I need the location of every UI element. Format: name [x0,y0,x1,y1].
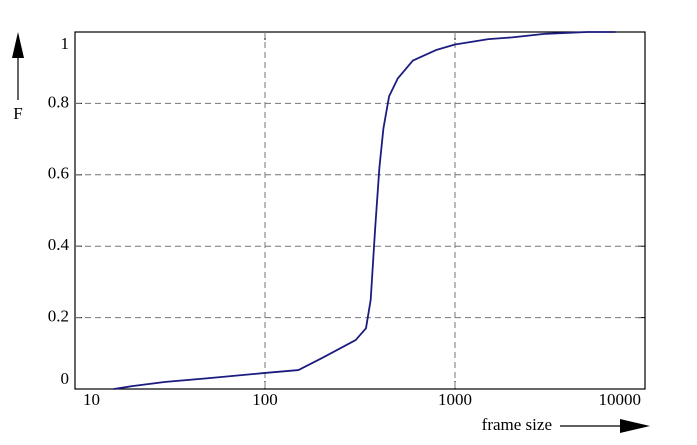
x-tick-label: 10 [83,390,100,409]
x-arrow-head [620,419,650,433]
y-tick-label: 0.4 [48,235,70,254]
y-tick-label: 0.2 [48,307,69,326]
x-tick-label: 100 [252,390,278,409]
y-axis-label: F [13,104,22,123]
plot-frame [74,31,646,390]
y-arrow-head [12,32,24,58]
y-tick-label: 0.6 [48,164,69,183]
x-tick-label: 10000 [599,390,642,409]
x-axis-label: frame size [482,415,552,434]
x-tick-label: 1000 [438,390,472,409]
y-tick-label: 1 [61,34,70,53]
data-line [113,31,616,390]
y-tick-label: 0.8 [48,92,69,111]
y-tick-label: 0 [61,369,70,388]
